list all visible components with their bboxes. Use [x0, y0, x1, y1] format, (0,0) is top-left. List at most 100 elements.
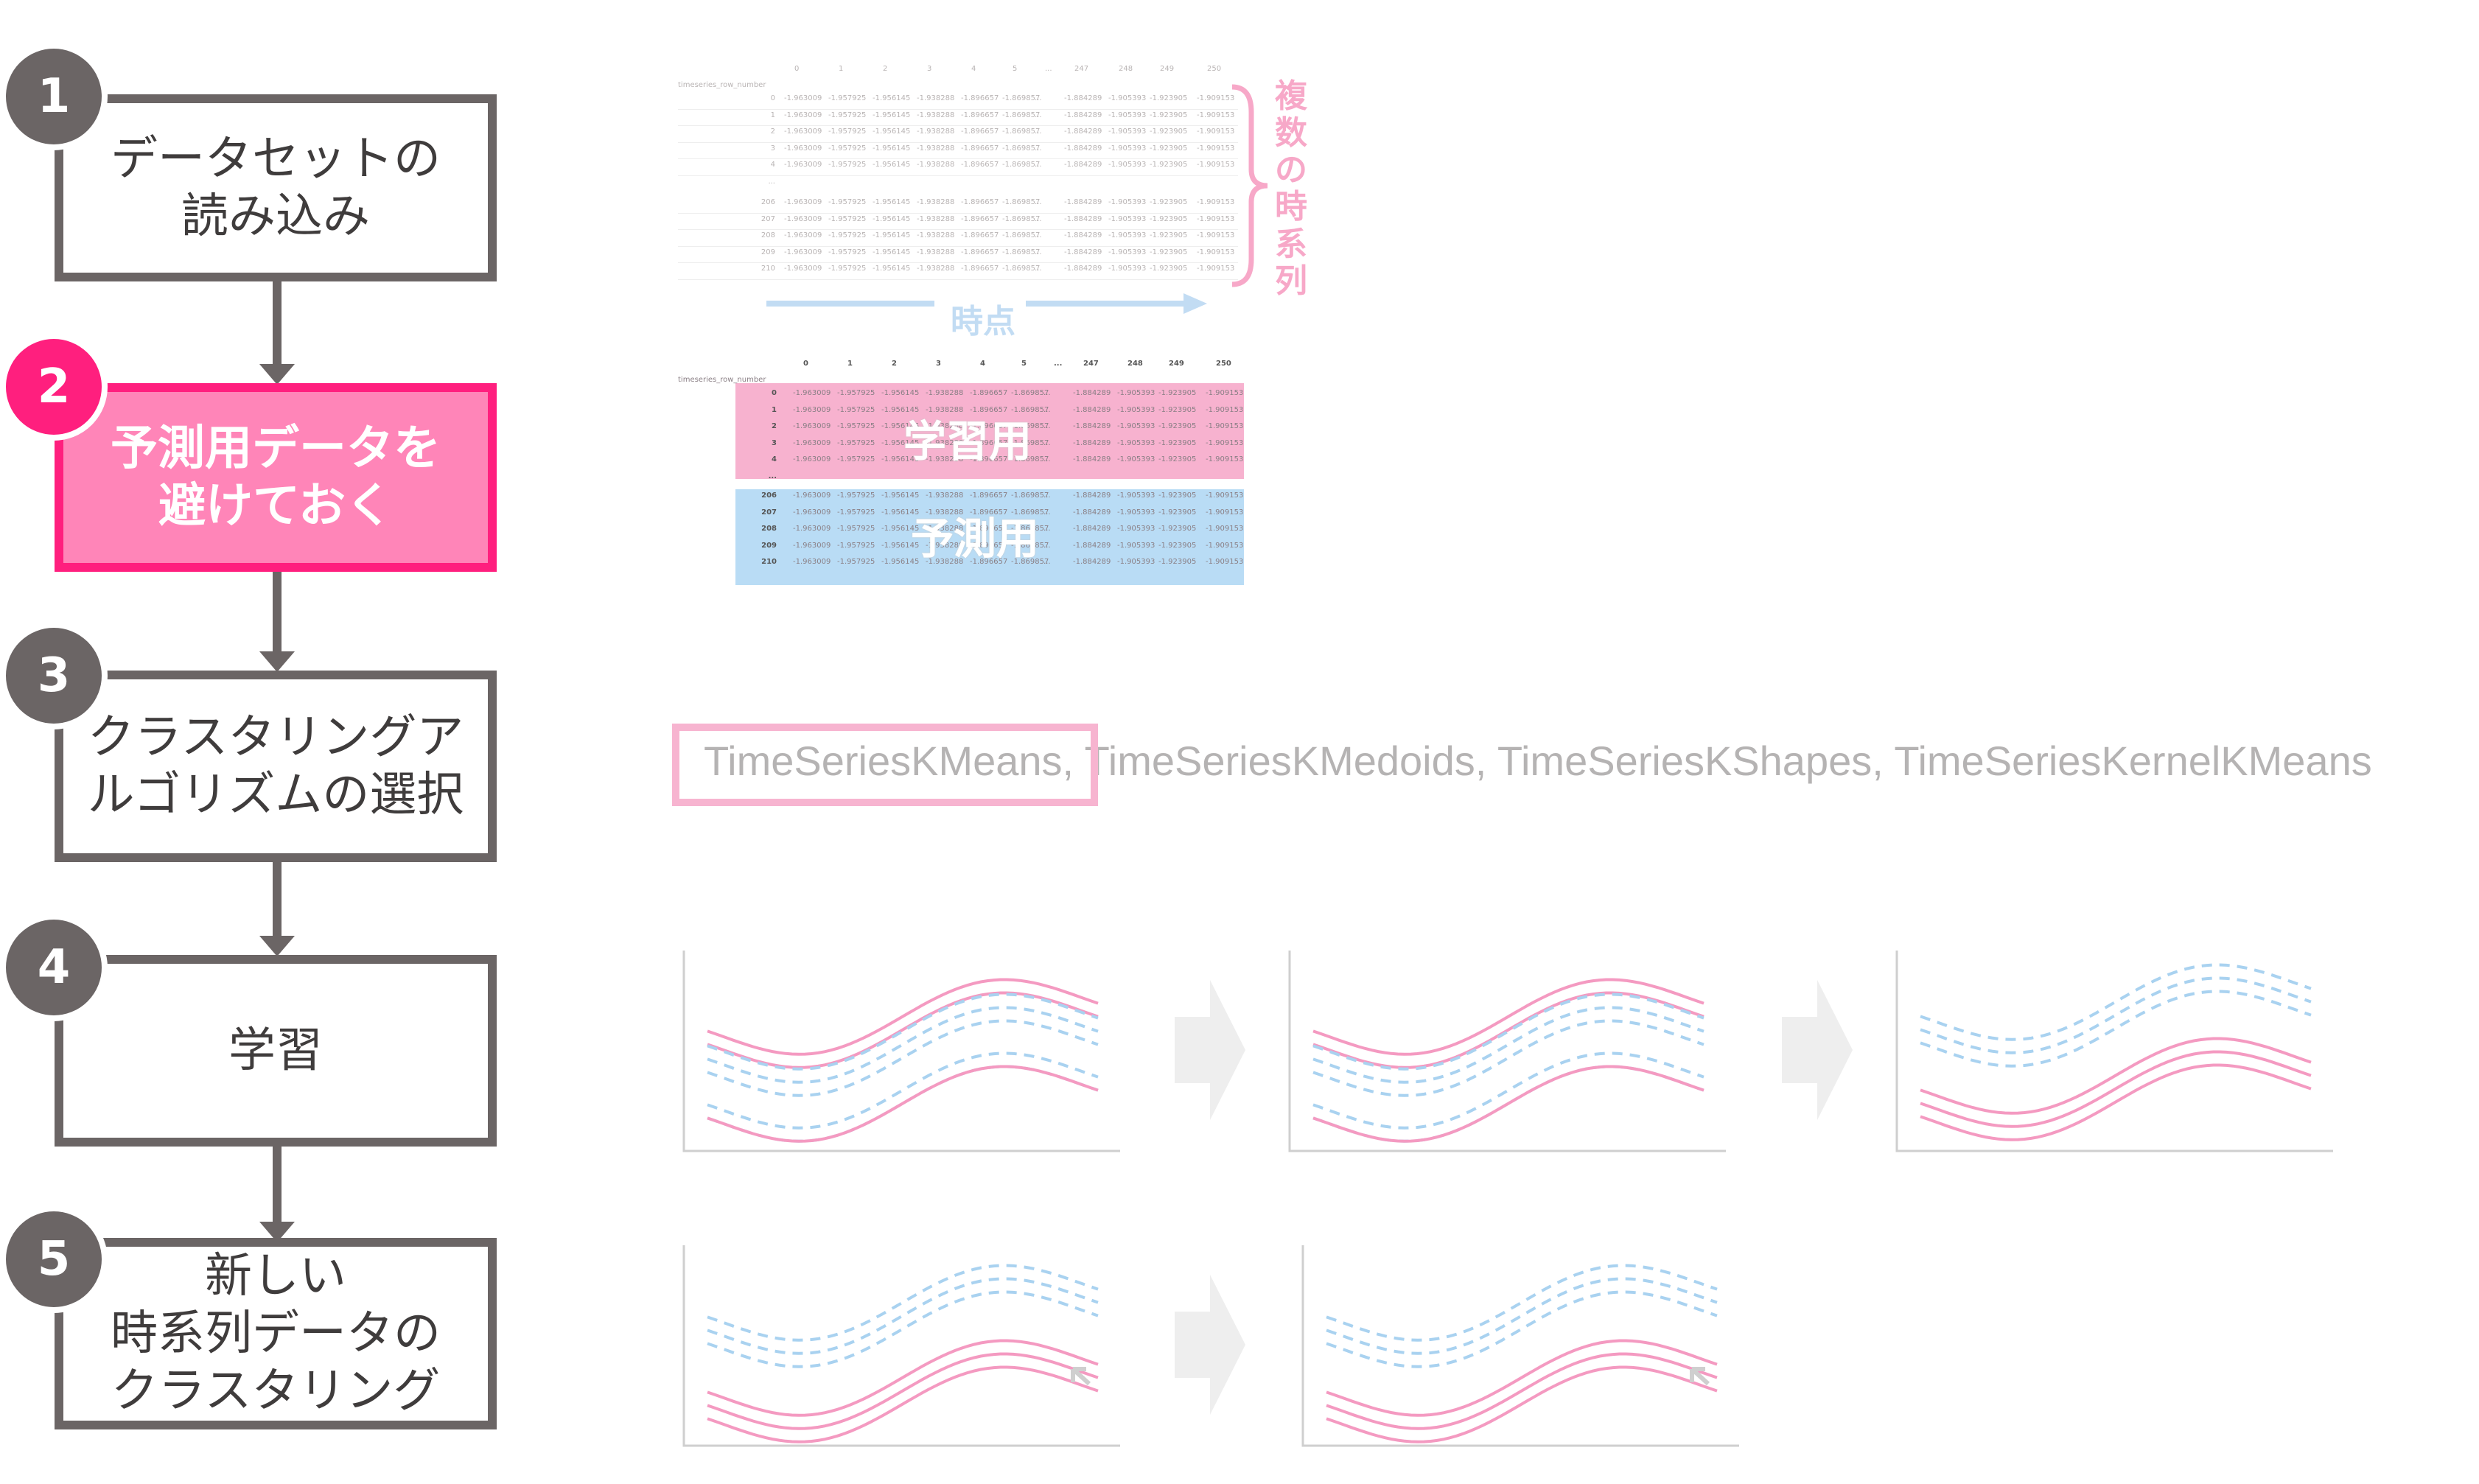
- blue-series-line: [1920, 990, 2312, 1068]
- table-cell: ...: [1043, 525, 1051, 533]
- table-cell: -1.884289: [1064, 94, 1102, 102]
- table-cell: -1.923905: [1150, 198, 1188, 206]
- table-cell: -1.909153: [1206, 438, 1244, 447]
- table-cell: -1.909153: [1206, 508, 1244, 517]
- table-cell: -1.938288: [917, 94, 955, 102]
- multiple-series-char: 系: [1275, 225, 1307, 263]
- chart-axes: [682, 951, 1120, 1152]
- connector-4-5: [273, 1147, 282, 1228]
- table-cell: -1.963009: [793, 508, 831, 517]
- table-cell: -1.938288: [917, 248, 955, 256]
- pink-series-line: [707, 1352, 1099, 1430]
- table-cell: -1.905393: [1108, 144, 1147, 153]
- pink-series-line: [1920, 1063, 2312, 1141]
- row-label: 209: [761, 248, 775, 256]
- table-cell: -1.956145: [873, 94, 911, 102]
- table-cell: -1.963009: [793, 558, 831, 566]
- table-cell: -1.957925: [837, 455, 875, 463]
- table-cell: -1.909153: [1197, 248, 1235, 256]
- table-cell: -1.963009: [793, 438, 831, 447]
- table-cell: -1.869857: [1011, 405, 1049, 414]
- series-bracket: [1231, 84, 1268, 287]
- table-cell: -1.909153: [1206, 558, 1244, 566]
- blue-series-line: [1326, 1290, 1718, 1368]
- row-divider: [678, 125, 1238, 126]
- table-cell: -1.963009: [784, 144, 822, 153]
- table-cell: -1.905393: [1117, 438, 1155, 447]
- table-cell: -1.923905: [1158, 525, 1197, 533]
- table-cell: -1.869857: [1011, 558, 1049, 566]
- table-cell: -1.956145: [873, 161, 911, 169]
- pink-series-line: [1312, 1065, 1704, 1143]
- column-header: ...: [1045, 65, 1052, 73]
- table-cell: -1.957925: [837, 389, 875, 397]
- training-region: [735, 383, 1244, 479]
- table-cell: -1.956145: [873, 127, 911, 136]
- flow-arrow: [1782, 980, 1853, 1120]
- table-cell: -1.905393: [1117, 541, 1155, 550]
- column-header: 247: [1083, 360, 1099, 368]
- table-cell: -1.869857: [1002, 214, 1041, 223]
- row-divider: [678, 108, 1238, 110]
- row-label: 4: [772, 455, 777, 463]
- step-3-label: クラスタリングア ルゴリズムの選択: [87, 710, 464, 822]
- wave-chart: [682, 951, 1120, 1152]
- table-cell: -1.923905: [1150, 111, 1188, 119]
- table-cell: -1.956145: [881, 508, 920, 517]
- multiple-series-label: 複数の時系列: [1269, 77, 1313, 300]
- column-header: 250: [1216, 360, 1231, 368]
- table-cell: -1.884289: [1073, 541, 1111, 550]
- table-cell: -1.896657: [970, 525, 1008, 533]
- table-cell: -1.938288: [917, 265, 955, 273]
- column-header: 248: [1127, 360, 1143, 368]
- pink-series-line: [707, 1339, 1099, 1417]
- table-cell: -1.956145: [881, 389, 920, 397]
- pink-series-line: [1312, 978, 1704, 1056]
- table-cell: -1.956145: [881, 525, 920, 533]
- table-cell: -1.869857: [1002, 94, 1041, 102]
- table-cell: -1.884289: [1073, 389, 1111, 397]
- table-cell: -1.923905: [1150, 94, 1188, 102]
- table-cell: -1.896657: [961, 94, 999, 102]
- table-cell: -1.963009: [793, 422, 831, 430]
- table-cell: -1.909153: [1197, 94, 1235, 102]
- table-cell: -1.938288: [926, 455, 964, 463]
- column-header: 2: [883, 65, 888, 73]
- table-cell: -1.909153: [1206, 422, 1244, 430]
- table-cell: -1.956145: [881, 541, 920, 550]
- column-header: 2: [892, 360, 897, 368]
- table-cell: -1.869857: [1011, 508, 1049, 517]
- table-cell: -1.938288: [917, 111, 955, 119]
- table-cell: -1.957925: [828, 161, 867, 169]
- table-cell: -1.896657: [961, 231, 999, 239]
- table-cell: -1.957925: [828, 111, 867, 119]
- table-cell: -1.869857: [1002, 198, 1041, 206]
- table-cell: ...: [1035, 248, 1042, 256]
- table-cell: -1.905393: [1108, 127, 1147, 136]
- flow-arrow: [1175, 1275, 1245, 1415]
- multiple-series-char: 数: [1275, 114, 1307, 153]
- table-cell: -1.957925: [837, 508, 875, 517]
- table-cell: -1.905393: [1117, 422, 1155, 430]
- table-cell: -1.884289: [1073, 525, 1111, 533]
- row-label: 206: [761, 491, 777, 500]
- table-cell: -1.956145: [881, 438, 920, 447]
- chart-axes: [1895, 951, 2333, 1152]
- table-cell: -1.923905: [1150, 127, 1188, 136]
- table-cell: -1.938288: [926, 438, 964, 447]
- table-cell: -1.884289: [1064, 231, 1102, 239]
- table-cell: -1.896657: [961, 248, 999, 256]
- row-label: 3: [770, 144, 775, 153]
- table-cell: -1.963009: [784, 231, 822, 239]
- chart-axes: [682, 1245, 1120, 1447]
- flow-arrow: [1175, 980, 1245, 1120]
- table-cell: -1.923905: [1158, 405, 1197, 414]
- table-cell: -1.923905: [1158, 422, 1197, 430]
- table-cell: -1.963009: [793, 491, 831, 500]
- table-cell: -1.905393: [1117, 508, 1155, 517]
- prediction-region: [735, 489, 1244, 585]
- table-cell: ...: [1035, 214, 1042, 223]
- table-cell: -1.884289: [1064, 265, 1102, 273]
- row-label: 0: [770, 94, 775, 102]
- row-label: 209: [761, 541, 777, 550]
